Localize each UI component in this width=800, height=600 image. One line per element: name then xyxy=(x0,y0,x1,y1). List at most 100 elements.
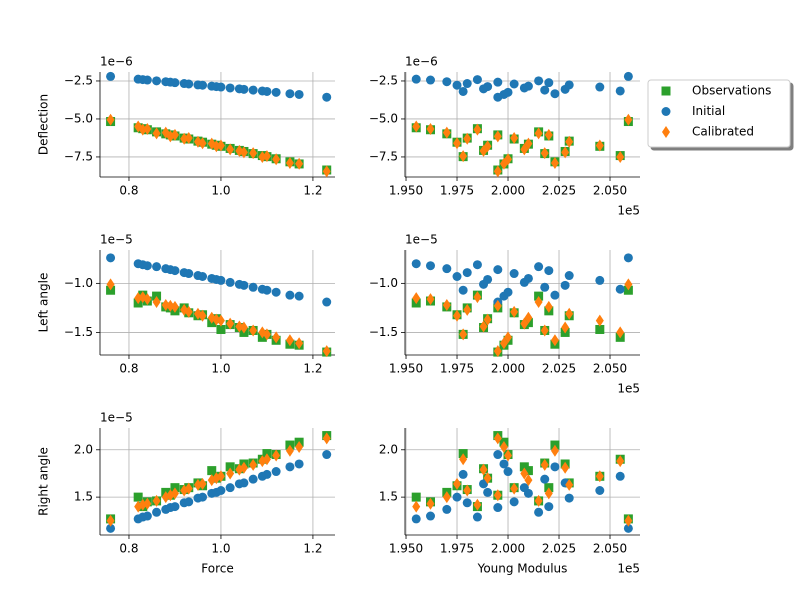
circle-marker xyxy=(294,459,304,469)
diamond-marker xyxy=(453,137,462,150)
y-offset-label: 1e−6 xyxy=(405,55,438,69)
circle-marker xyxy=(152,507,162,517)
x-tick-label: 0.8 xyxy=(119,362,138,376)
diamond-marker xyxy=(106,113,115,126)
circle-marker xyxy=(595,485,605,495)
circle-marker xyxy=(550,462,560,472)
circle-marker xyxy=(170,78,180,88)
circle-marker xyxy=(503,467,513,477)
circle-marker xyxy=(493,92,503,102)
circle-marker xyxy=(198,80,208,90)
diamond-marker xyxy=(272,331,281,344)
circle-marker xyxy=(271,87,281,97)
diamond-marker xyxy=(479,144,488,157)
diamond-marker xyxy=(459,328,468,341)
x-tick-label: 2.025 xyxy=(542,542,576,556)
diamond-marker xyxy=(662,126,670,138)
diamond-marker xyxy=(170,300,179,313)
x-tick-label: 1.2 xyxy=(303,362,322,376)
circle-marker xyxy=(615,86,625,96)
subplot: 0.8 1.0 1.2 −7.5 −5.0 −2.5 1e−6 Deflection xyxy=(37,55,335,198)
diamond-marker xyxy=(463,132,472,145)
diamond-marker xyxy=(426,122,435,135)
circle-marker xyxy=(623,523,633,533)
x-tick-label: 1.950 xyxy=(389,542,423,556)
circle-marker xyxy=(152,76,162,86)
circle-marker xyxy=(462,268,472,278)
diamond-marker xyxy=(184,482,193,495)
diamond-marker xyxy=(624,113,633,126)
circle-marker xyxy=(262,469,272,479)
circle-marker xyxy=(540,85,550,95)
diamond-marker xyxy=(473,291,482,304)
x-tick-label: 2.025 xyxy=(542,184,576,198)
diamond-marker xyxy=(184,305,193,318)
diamond-marker xyxy=(216,139,225,152)
diamond-marker xyxy=(534,127,543,140)
x-tick-label: 1.2 xyxy=(303,542,322,556)
circle-marker xyxy=(509,79,519,89)
diamond-marker xyxy=(504,449,513,462)
y-tick-label: −1.0 xyxy=(369,276,398,290)
circle-marker xyxy=(294,291,304,301)
circle-marker xyxy=(198,271,208,281)
circle-marker xyxy=(534,262,544,272)
circle-marker xyxy=(225,277,235,287)
circle-marker xyxy=(294,89,304,99)
diamond-marker xyxy=(249,147,258,160)
circle-marker xyxy=(225,83,235,93)
circle-marker xyxy=(499,291,509,301)
diamond-marker xyxy=(226,143,235,156)
circle-marker xyxy=(479,479,489,489)
diamond-marker xyxy=(493,299,502,312)
diamond-marker xyxy=(483,472,492,485)
circle-marker xyxy=(493,77,503,87)
diamond-marker xyxy=(322,345,331,358)
diamond-marker xyxy=(550,444,559,457)
diamond-marker xyxy=(285,444,294,457)
diamond-marker xyxy=(198,137,207,150)
x-tick-label: 1.2 xyxy=(303,184,322,198)
diamond-marker xyxy=(152,127,161,140)
circle-marker xyxy=(472,260,482,270)
diamond-marker xyxy=(544,487,553,500)
circle-marker xyxy=(322,450,332,460)
diamond-marker xyxy=(504,331,513,344)
diamond-marker xyxy=(216,470,225,483)
circle-marker xyxy=(239,280,249,290)
circle-marker xyxy=(262,285,272,295)
diamond-marker xyxy=(520,317,529,330)
circle-marker xyxy=(425,511,435,521)
circle-marker xyxy=(142,75,152,85)
diamond-marker xyxy=(479,320,488,333)
diamond-marker xyxy=(540,458,549,471)
square-marker xyxy=(225,462,235,472)
subplot: 1.950 1.975 2.000 2.025 2.050 −7.5 −5.0 −2.5 1e−… xyxy=(369,55,640,218)
diamond-marker xyxy=(524,474,533,487)
diamond-marker xyxy=(198,477,207,490)
diamond-marker xyxy=(510,131,519,144)
diamond-marker xyxy=(170,487,179,500)
diamond-marker xyxy=(249,324,258,337)
square-marker xyxy=(133,492,143,502)
x-tick-label: 1.950 xyxy=(389,362,423,376)
diamond-marker xyxy=(272,449,281,462)
y-axis-label: Right angle xyxy=(37,447,51,516)
diamond-marker xyxy=(520,143,529,156)
circle-marker xyxy=(462,79,472,89)
circle-marker xyxy=(595,275,605,285)
circle-marker xyxy=(472,512,482,522)
diamond-marker xyxy=(262,328,271,341)
diamond-marker xyxy=(258,150,267,163)
circle-marker xyxy=(458,469,468,479)
y-tick-label: 1.5 xyxy=(379,490,398,504)
legend-label: Calibrated xyxy=(692,125,754,139)
diamond-marker xyxy=(138,123,147,136)
circle-marker xyxy=(483,487,493,497)
diamond-marker xyxy=(143,293,152,306)
diamond-marker xyxy=(453,477,462,490)
diamond-marker xyxy=(239,321,248,334)
circle-marker xyxy=(661,107,671,116)
circle-marker xyxy=(411,74,421,84)
circle-marker xyxy=(411,259,421,269)
